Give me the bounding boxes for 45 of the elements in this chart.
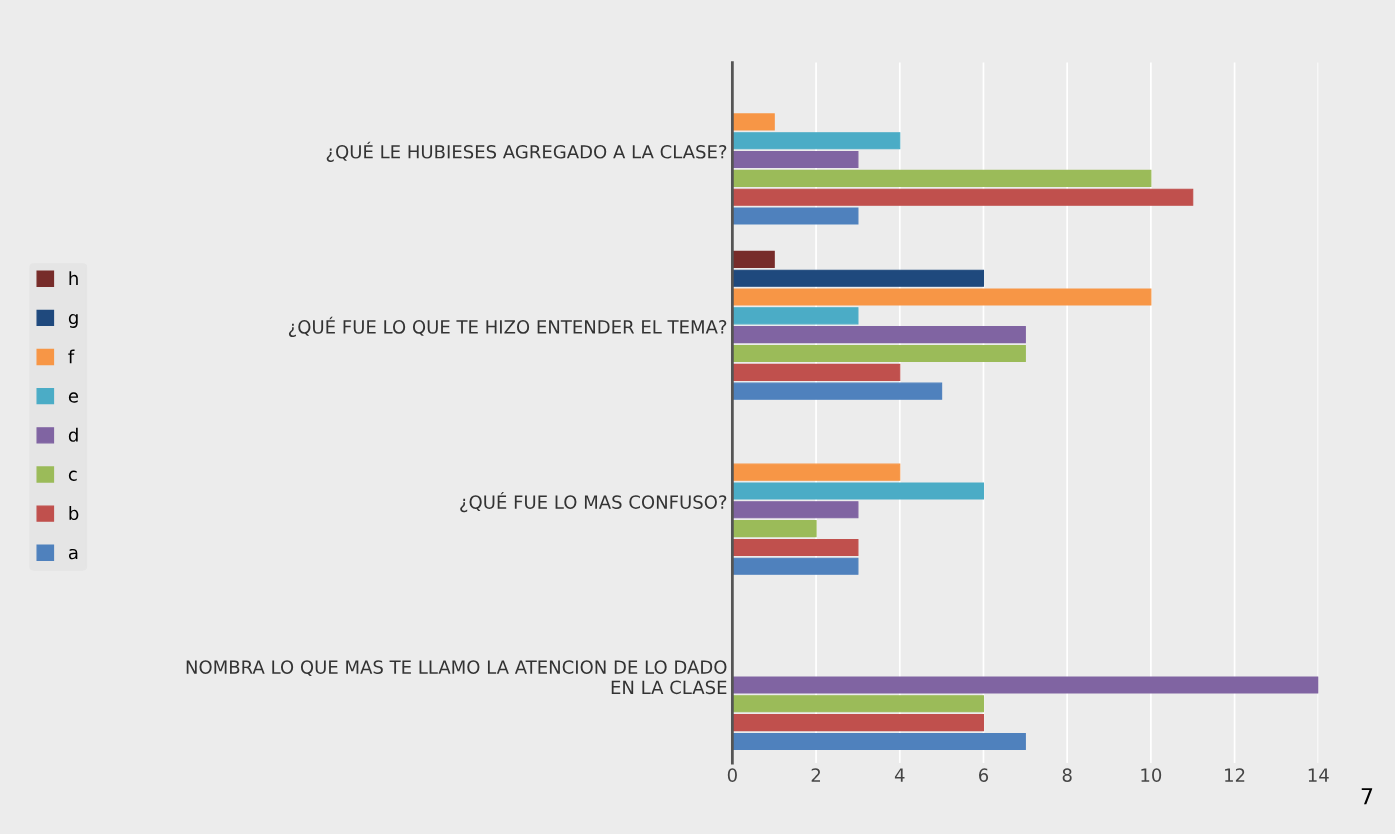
bar bbox=[732, 501, 859, 519]
x-tick-label: 4 bbox=[894, 768, 905, 782]
y-tick-label: NOMBRA LO QUE MAS TE LLAMO LA ATENCION DE LO DADO EN LA CLASE bbox=[186, 660, 727, 695]
bar bbox=[732, 538, 859, 557]
x-tick-label: 2 bbox=[811, 768, 821, 782]
legend-label: b bbox=[69, 506, 79, 521]
y-tick-label: ¿QUÉ LE HUBIESES AGREGADO A LA CLASE? bbox=[326, 141, 727, 162]
bar bbox=[732, 382, 943, 400]
bar bbox=[732, 557, 859, 575]
bar bbox=[732, 269, 985, 287]
legend-label: c bbox=[68, 470, 77, 481]
bar bbox=[732, 695, 985, 713]
x-tick-label: 6 bbox=[978, 768, 989, 782]
legend-label: h bbox=[69, 271, 78, 285]
x-tick-label: 10 bbox=[1141, 768, 1162, 782]
y-tick-label: ¿QUÉ FUE LO MAS CONFUSO? bbox=[460, 491, 727, 513]
bar bbox=[732, 132, 901, 150]
x-tick-label: 8 bbox=[1062, 768, 1072, 782]
legend-label: e bbox=[68, 392, 79, 403]
bar bbox=[732, 714, 985, 732]
bar bbox=[732, 250, 775, 268]
legend-label: d bbox=[68, 427, 78, 442]
bar bbox=[732, 169, 1152, 187]
x-tick-label: 0 bbox=[727, 768, 737, 782]
bar bbox=[732, 326, 1026, 344]
bar bbox=[732, 113, 775, 131]
bar bbox=[732, 207, 859, 225]
x-tick-label: 12 bbox=[1225, 768, 1245, 782]
x-tick-label: 14 bbox=[1308, 768, 1329, 782]
bar bbox=[732, 307, 859, 325]
bar bbox=[732, 150, 859, 169]
bar bbox=[732, 344, 1026, 363]
bar bbox=[732, 288, 1152, 306]
text: 7 bbox=[1361, 788, 1373, 805]
bar bbox=[732, 520, 817, 538]
bar bbox=[732, 676, 1319, 694]
legend-label: f bbox=[68, 349, 75, 364]
bar bbox=[732, 188, 1194, 206]
bar bbox=[732, 463, 901, 481]
legend-label: a bbox=[68, 548, 78, 560]
bar bbox=[732, 482, 985, 500]
bar bbox=[732, 363, 901, 381]
bar bbox=[732, 732, 1026, 750]
legend-label: g bbox=[68, 314, 78, 328]
y-tick-label: ¿QUÉ FUE LO QUE TE HIZO ENTENDER EL TEMA? bbox=[288, 316, 727, 338]
